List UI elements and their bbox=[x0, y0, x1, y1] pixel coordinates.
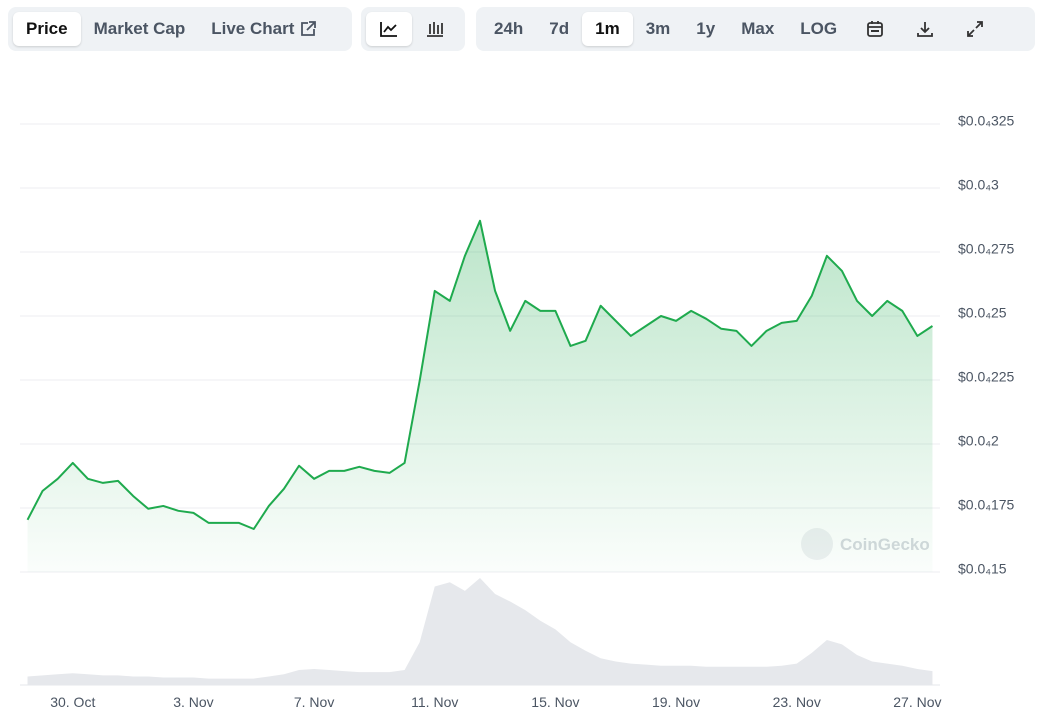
candle-chart-button[interactable] bbox=[412, 12, 458, 46]
external-icon bbox=[301, 21, 317, 36]
x-tick-label: 27. Nov bbox=[893, 694, 941, 710]
y-tick-label: $0.0₄225 bbox=[958, 369, 1015, 385]
y-tick-label: $0.0₄2 bbox=[958, 433, 999, 449]
line-chart-button[interactable] bbox=[366, 12, 412, 46]
candle-icon bbox=[427, 22, 443, 37]
y-tick-label: $0.0₄25 bbox=[958, 305, 1007, 321]
download-button[interactable] bbox=[900, 12, 950, 46]
icon bbox=[967, 21, 984, 37]
price-area bbox=[27, 220, 933, 572]
price-line bbox=[26, 219, 934, 530]
x-tick-label: 15. Nov bbox=[531, 694, 579, 710]
calendar-button[interactable] bbox=[850, 12, 900, 46]
view-tabs: Price Market Cap Live Chart bbox=[8, 7, 352, 51]
view-tab[interactable]: Live Chart bbox=[198, 12, 330, 46]
y-tick-label: $0.0₄325 bbox=[958, 113, 1015, 129]
x-tick-label: 7. Nov bbox=[294, 694, 334, 710]
range-tab[interactable]: 7d bbox=[549, 19, 570, 38]
icon bbox=[917, 22, 934, 37]
range-tab[interactable]: Max bbox=[741, 19, 775, 38]
x-tick-label: 11. Nov bbox=[411, 694, 458, 710]
y-tick-label: $0.0₄15 bbox=[958, 561, 1007, 577]
view-tab[interactable]: Market Cap bbox=[93, 19, 186, 38]
range-tab[interactable]: 3m bbox=[645, 19, 671, 38]
range-tabs: 24h 7d 1m 3m 1y Max LOG bbox=[476, 7, 1035, 51]
volume-area bbox=[27, 578, 933, 685]
watermark: CoinGecko bbox=[840, 535, 930, 554]
range-tab[interactable]: 1y bbox=[696, 19, 716, 38]
x-tick-label: 30. Oct bbox=[50, 694, 95, 710]
x-tick-label: 23. Nov bbox=[773, 694, 821, 710]
chart-style-tabs bbox=[361, 7, 465, 51]
y-tick-label: $0.0₄275 bbox=[958, 241, 1015, 257]
range-tab[interactable]: LOG bbox=[800, 19, 838, 38]
range-tab[interactable]: 24h bbox=[494, 19, 524, 38]
y-tick-label: $0.0₄3 bbox=[958, 177, 999, 193]
icon bbox=[867, 21, 884, 37]
line-icon bbox=[380, 22, 397, 37]
x-tick-label: 19. Nov bbox=[652, 694, 700, 710]
view-tab[interactable]: Price bbox=[13, 12, 81, 46]
fullscreen-button[interactable] bbox=[950, 12, 1000, 46]
watermark-logo bbox=[801, 528, 833, 560]
range-tab[interactable]: 1m bbox=[582, 12, 633, 46]
y-tick-label: $0.0₄175 bbox=[958, 497, 1015, 513]
x-tick-label: 3. Nov bbox=[173, 694, 213, 710]
